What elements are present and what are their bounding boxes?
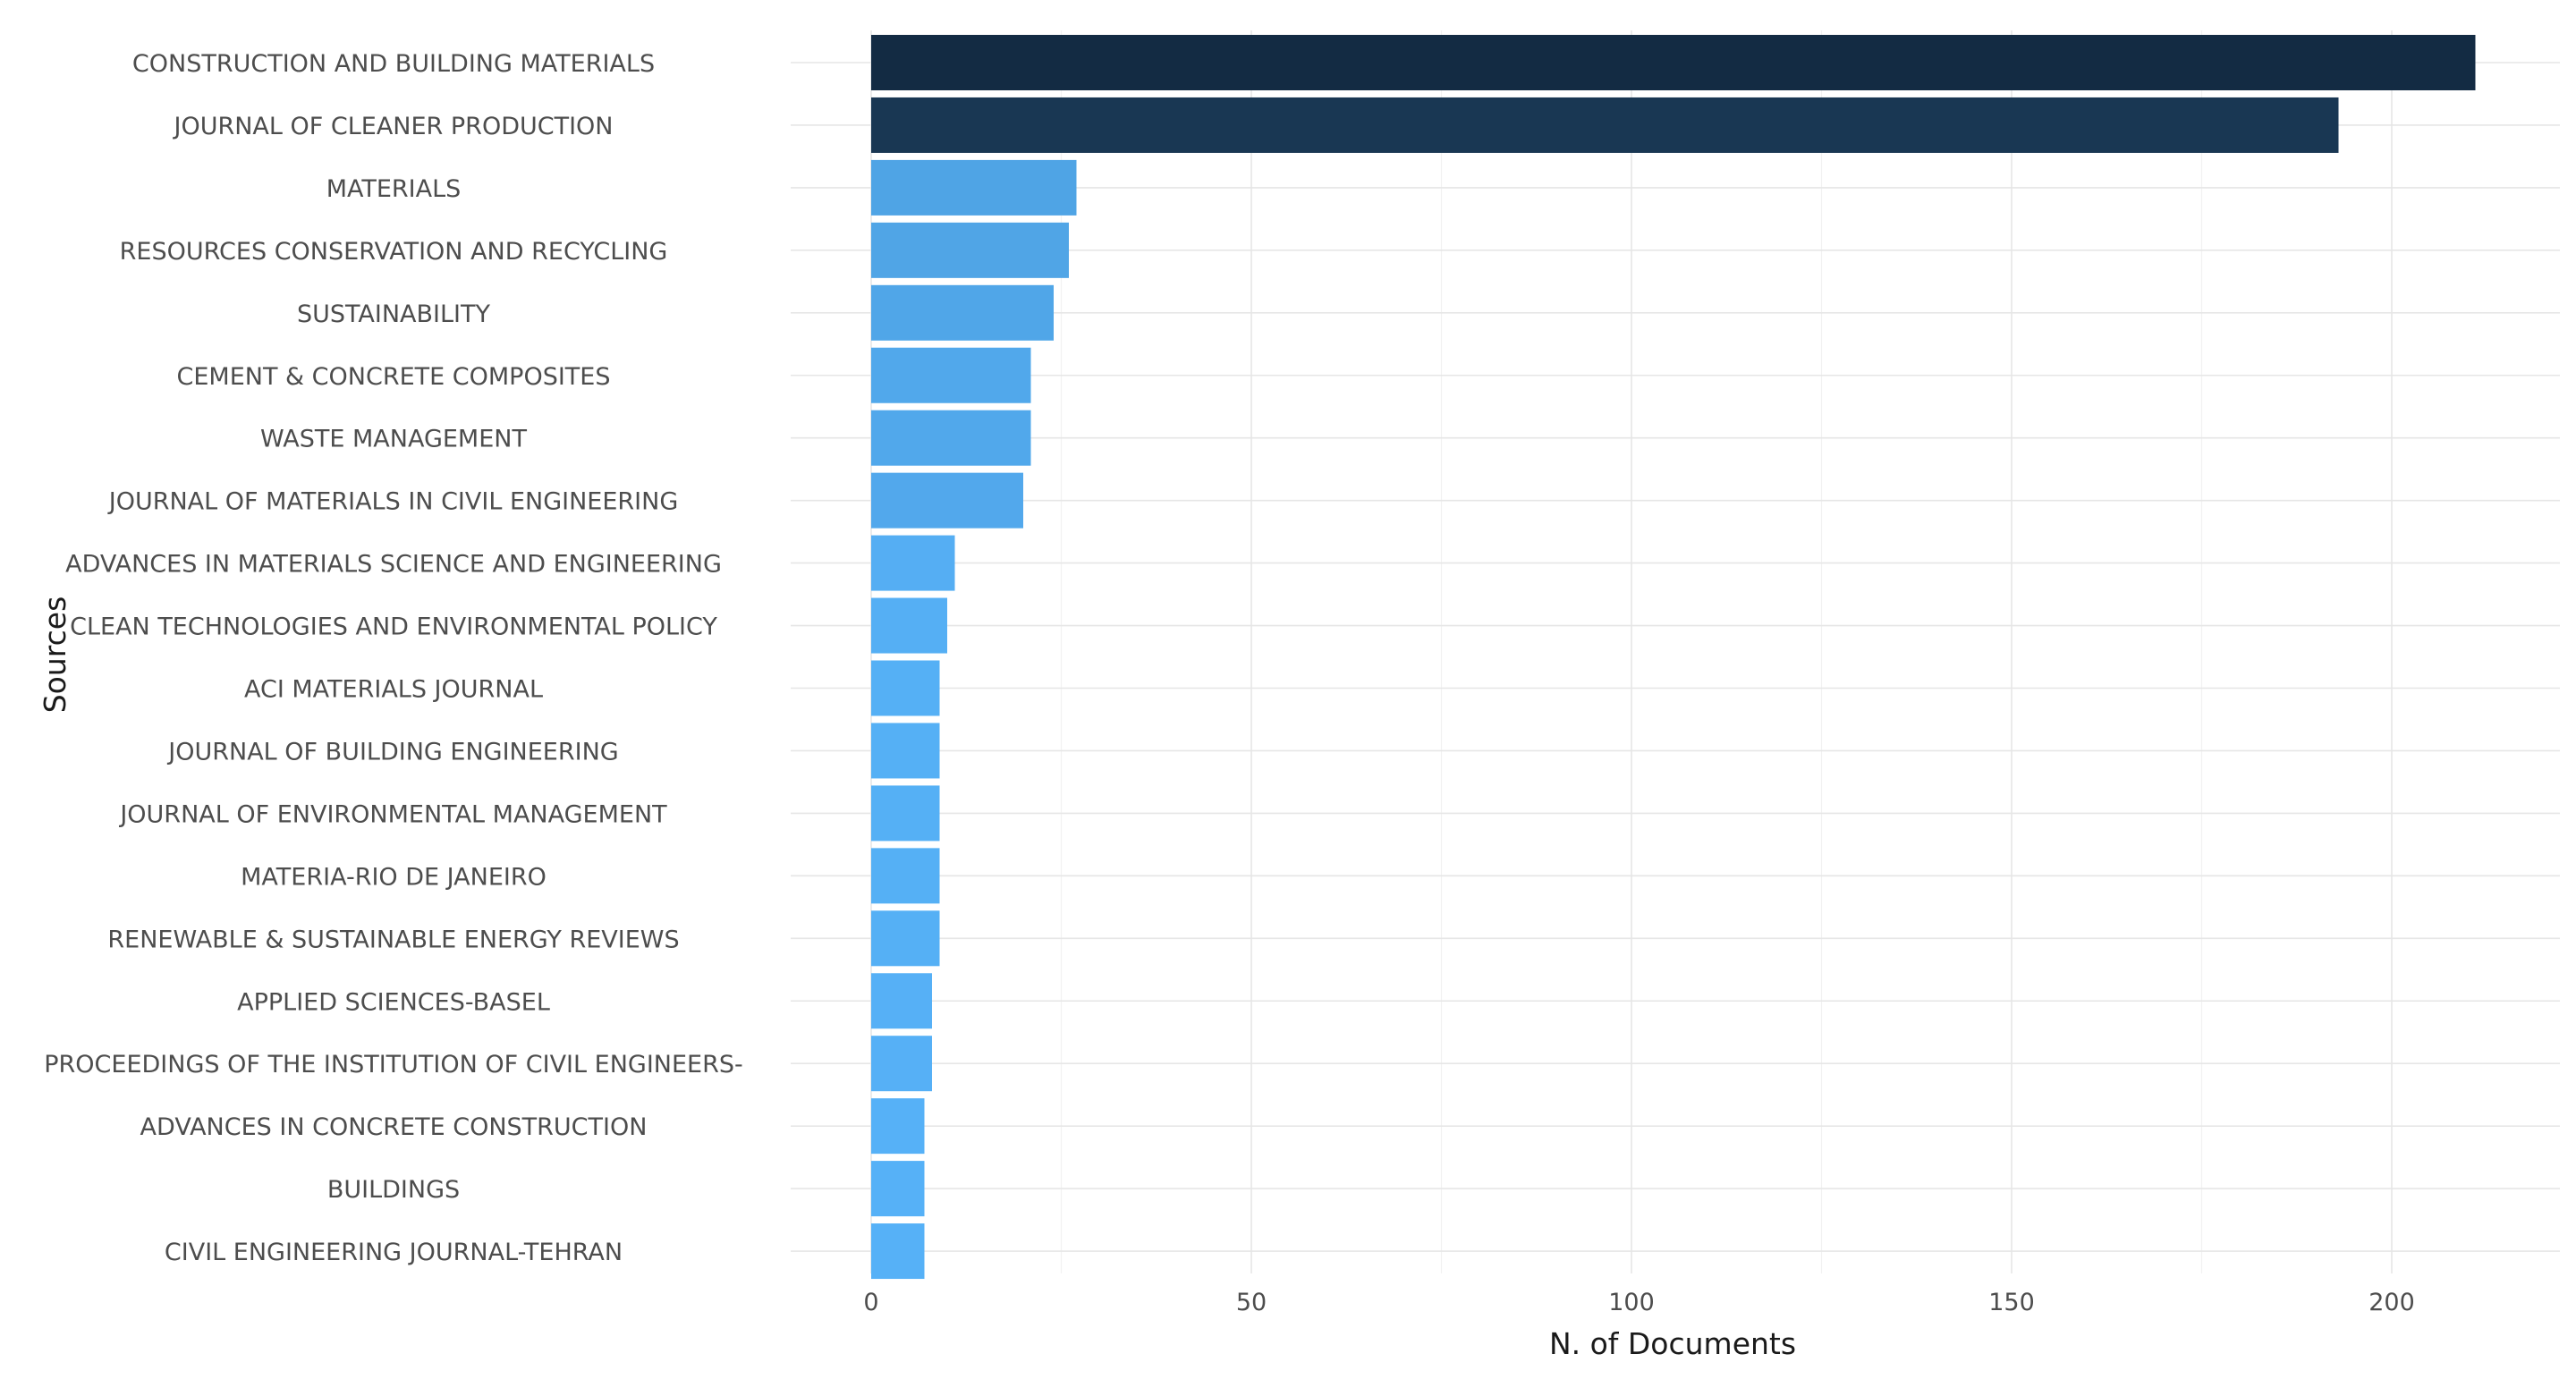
category-label: ACI MATERIALS JOURNAL [244, 676, 543, 704]
bar [871, 472, 1023, 529]
category-label: JOURNAL OF MATERIALS IN CIVIL ENGINEERIN… [107, 488, 679, 516]
bar [871, 159, 1077, 216]
category-label: BUILDINGS [327, 1176, 460, 1204]
x-tick-label: 150 [1988, 1289, 2035, 1316]
category-label: CLEAN TECHNOLOGIES AND ENVIRONMENTAL POL… [70, 613, 717, 641]
category-label: WASTE MANAGEMENT [260, 426, 527, 453]
bar [871, 973, 932, 1029]
bar [871, 1161, 925, 1217]
grid-lines [791, 30, 2560, 1273]
category-label: ADVANCES IN CONCRETE CONSTRUCTION [140, 1113, 648, 1141]
bar [871, 347, 1031, 403]
bar [871, 1223, 925, 1280]
category-label: RENEWABLE & SUSTAINABLE ENERGY REVIEWS [107, 926, 679, 953]
category-label: CONSTRUCTION AND BUILDING MATERIALS [132, 50, 655, 78]
category-label: RESOURCES CONSERVATION AND RECYCLING [120, 238, 668, 266]
bar [871, 785, 940, 842]
category-label: MATERIA-RIO DE JANEIRO [241, 863, 547, 891]
bar [871, 660, 940, 716]
bar [871, 910, 940, 967]
bar [871, 535, 955, 591]
x-tick-label: 0 [863, 1289, 878, 1316]
x-tick-label: 200 [2368, 1289, 2415, 1316]
bars [871, 35, 2476, 1280]
x-axis-title: N. of Documents [1549, 1326, 1796, 1361]
category-label: CIVIL ENGINEERING JOURNAL-TEHRAN [165, 1239, 623, 1266]
bar [871, 1036, 932, 1092]
category-label: JOURNAL OF BUILDING ENGINEERING [166, 738, 618, 766]
category-label: MATERIALS [326, 175, 462, 203]
bar [871, 35, 2476, 90]
category-label: ADVANCES IN MATERIALS SCIENCE AND ENGINE… [65, 551, 722, 579]
bar [871, 1098, 925, 1155]
x-tick-labels: 0 50 100 150 200 [863, 1289, 2414, 1316]
bar [871, 597, 947, 654]
category-label: APPLIED SCIENCES-BASEL [237, 988, 550, 1016]
category-label: PROCEEDINGS OF THE INSTITUTION OF CIVIL … [44, 1051, 743, 1079]
category-labels: CONSTRUCTION AND BUILDING MATERIALS JOURN… [44, 50, 743, 1266]
x-tick-label: 100 [1608, 1289, 1655, 1316]
category-label: JOURNAL OF ENVIRONMENTAL MANAGEMENT [118, 800, 667, 828]
bar [871, 222, 1069, 278]
bar [871, 284, 1054, 341]
category-label: JOURNAL OF CLEANER PRODUCTION [172, 113, 613, 140]
y-axis-title: Sources [38, 596, 72, 714]
bar [871, 848, 940, 904]
x-tick-label: 50 [1236, 1289, 1267, 1316]
bar [871, 410, 1031, 466]
bar [871, 723, 940, 779]
category-label: CEMENT & CONCRETE COMPOSITES [176, 363, 610, 391]
bar [871, 97, 2339, 153]
category-label: SUSTAINABILITY [297, 300, 491, 328]
